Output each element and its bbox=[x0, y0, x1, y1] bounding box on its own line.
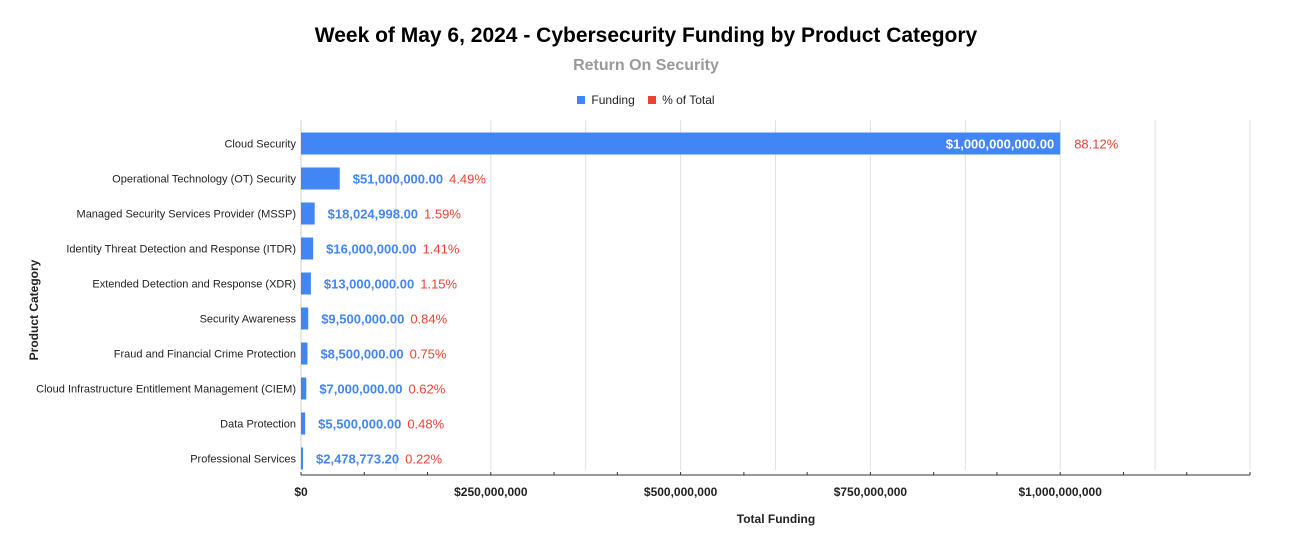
legend-swatch-funding bbox=[577, 96, 586, 104]
category-label: Identity Threat Detection and Response (… bbox=[66, 244, 296, 256]
data-label-percent: 0.22% bbox=[405, 452, 442, 467]
bar-funding bbox=[301, 342, 308, 365]
legend-item-funding: Funding bbox=[577, 93, 635, 107]
data-label-funding: $7,000,000.00 bbox=[319, 382, 402, 397]
category-label: Operational Technology (OT) Security bbox=[112, 174, 296, 186]
legend-label-percent: % of Total bbox=[662, 93, 715, 107]
data-label-percent: 0.84% bbox=[410, 312, 447, 327]
data-label-percent: 0.48% bbox=[407, 417, 444, 432]
data-label-funding: $51,000,000.00 bbox=[353, 172, 443, 187]
category-label: Data Protection bbox=[220, 419, 296, 431]
data-label-percent: 1.41% bbox=[423, 242, 460, 257]
category-label: Security Awareness bbox=[200, 314, 297, 326]
data-label-funding: $13,000,000.00 bbox=[324, 277, 414, 292]
bar-funding bbox=[301, 132, 1061, 155]
category-label: Professional Services bbox=[190, 454, 296, 466]
bar-funding bbox=[301, 412, 306, 435]
bar-funding bbox=[301, 167, 340, 190]
x-tick-label: $1,000,000,000 bbox=[1018, 485, 1102, 499]
data-label-funding: $2,478,773.20 bbox=[316, 452, 399, 467]
data-label-percent: 1.59% bbox=[424, 207, 461, 222]
x-tick-label: $750,000,000 bbox=[834, 485, 908, 499]
legend-label-funding: Funding bbox=[591, 93, 635, 107]
data-label-percent: 0.62% bbox=[408, 382, 445, 397]
chart-subtitle: Return On Security bbox=[573, 57, 719, 74]
data-label-funding: $16,000,000.00 bbox=[326, 242, 416, 257]
bar-funding bbox=[301, 447, 303, 470]
data-label-percent: 0.75% bbox=[410, 347, 447, 362]
data-label-funding: $5,500,000.00 bbox=[318, 417, 401, 432]
bar-funding bbox=[301, 307, 309, 330]
category-label: Cloud Infrastructure Entitlement Managem… bbox=[36, 384, 296, 396]
x-axis-title: Total Funding bbox=[737, 512, 815, 526]
data-label-funding: $9,500,000.00 bbox=[321, 312, 404, 327]
y-axis-title: Product Category bbox=[27, 259, 41, 360]
legend-item-percent: % of Total bbox=[648, 93, 715, 107]
category-label: Cloud Security bbox=[224, 139, 296, 151]
x-tick-label: $0 bbox=[294, 485, 308, 499]
data-label-percent: 1.15% bbox=[420, 277, 457, 292]
data-label-funding: $18,024,998.00 bbox=[328, 207, 418, 222]
bar-funding bbox=[301, 237, 314, 260]
x-tick-label: $250,000,000 bbox=[454, 485, 528, 499]
data-label-funding: $8,500,000.00 bbox=[320, 347, 403, 362]
category-label: Managed Security Services Provider (MSSP… bbox=[77, 209, 296, 221]
bar-funding bbox=[301, 202, 315, 225]
x-tick-label: $500,000,000 bbox=[644, 485, 718, 499]
category-label: Extended Detection and Response (XDR) bbox=[92, 279, 296, 291]
legend: Funding % of Total bbox=[0, 93, 1292, 107]
legend-swatch-percent bbox=[648, 96, 657, 104]
data-label-percent: 88.12% bbox=[1074, 137, 1119, 152]
chart-title: Week of May 6, 2024 - Cybersecurity Fund… bbox=[314, 24, 978, 47]
bar-funding bbox=[301, 377, 307, 400]
category-label: Fraud and Financial Crime Protection bbox=[114, 349, 296, 361]
data-label-percent: 4.49% bbox=[449, 172, 486, 187]
data-label-funding: $1,000,000,000.00 bbox=[946, 137, 1054, 152]
bar-funding bbox=[301, 272, 311, 295]
